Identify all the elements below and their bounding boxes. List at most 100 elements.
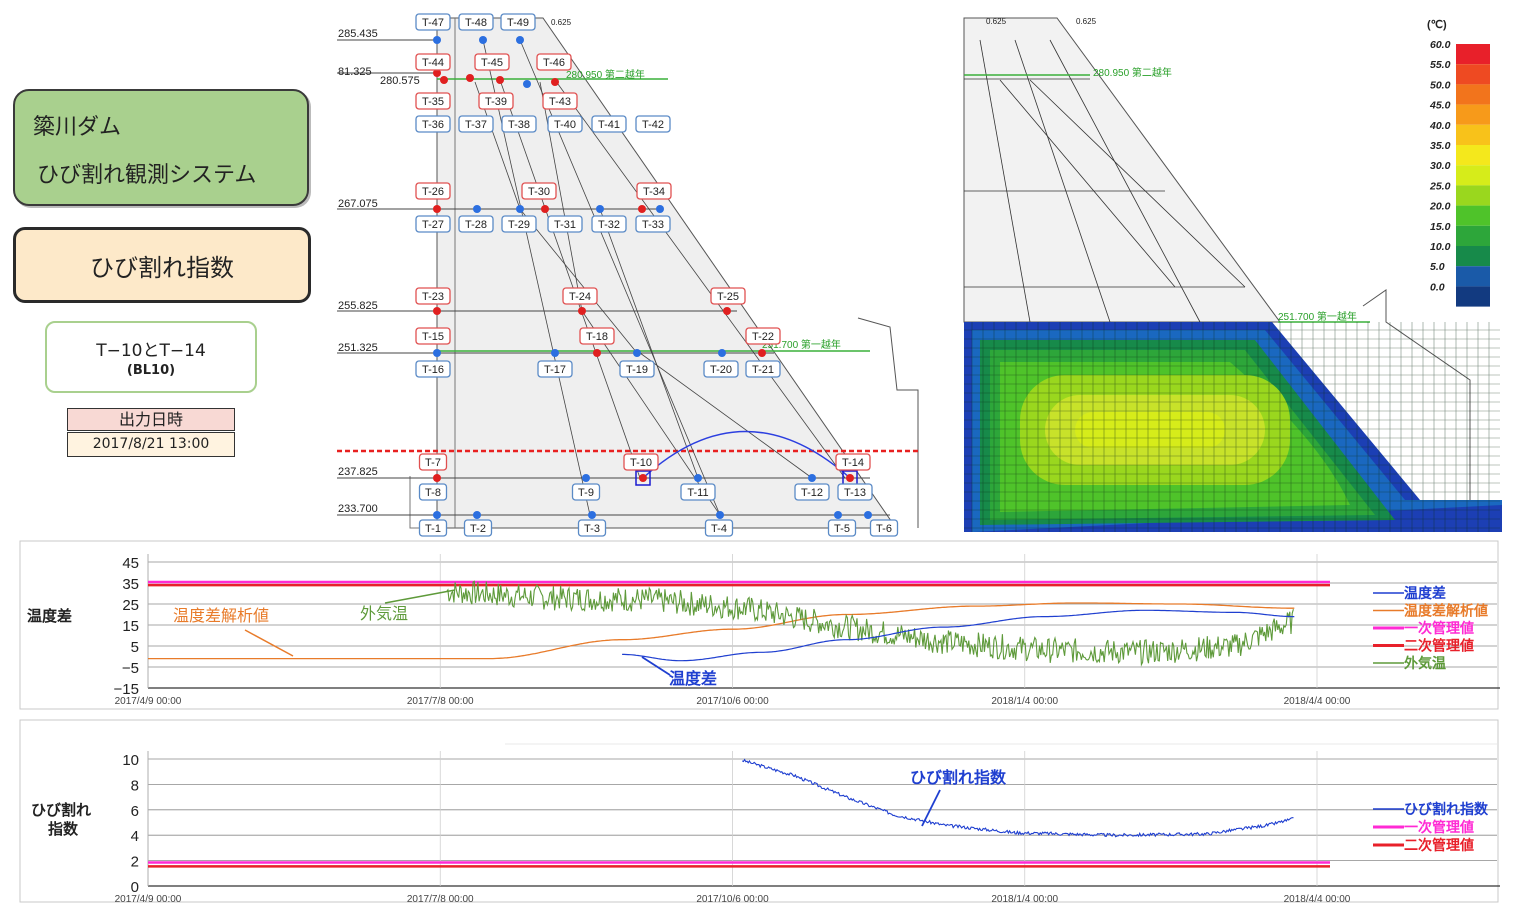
sensor-tag-t-16[interactable]: T-16 <box>415 360 451 378</box>
y-tick-label: −15 <box>114 681 139 698</box>
sensor-dot <box>433 474 441 482</box>
sensor-dot <box>723 307 731 315</box>
sensor-tag-t-1[interactable]: T-1 <box>418 519 448 537</box>
sensor-tag-t-40[interactable]: T-40 <box>547 115 583 133</box>
svg-text:T-44: T-44 <box>422 57 444 69</box>
sensor-tag-t-3[interactable]: T-3 <box>577 519 607 537</box>
sensor-tag-t-14[interactable]: T-14 <box>835 453 871 471</box>
sensor-tag-t-46[interactable]: T-46 <box>536 53 572 71</box>
sensor-tag-t-32[interactable]: T-32 <box>591 215 627 233</box>
sensor-tag-t-18[interactable]: T-18 <box>579 327 615 345</box>
sensor-dot <box>633 349 641 357</box>
sensor-tag-t-22[interactable]: T-22 <box>745 327 781 345</box>
svg-text:T-42: T-42 <box>642 119 664 131</box>
sensor-tag-t-48[interactable]: T-48 <box>458 13 494 31</box>
sensor-tag-t-43[interactable]: T-43 <box>542 92 578 110</box>
sensor-tag-t-42[interactable]: T-42 <box>635 115 671 133</box>
sensor-tag-t-33[interactable]: T-33 <box>635 215 671 233</box>
series-temp-difference <box>622 609 1295 662</box>
sensor-tag-t-6[interactable]: T-6 <box>869 519 899 537</box>
legend-swatch <box>1456 165 1490 186</box>
sensor-tag-t-5[interactable]: T-5 <box>827 519 857 537</box>
sensor-dot <box>588 511 596 519</box>
sensor-tag-t-27[interactable]: T-27 <box>415 215 451 233</box>
legend-tick: 55.0 <box>1430 59 1451 71</box>
dimension-label: 0.625 <box>1076 17 1097 26</box>
svg-text:T-5: T-5 <box>834 523 850 535</box>
mode-button[interactable]: ひび割れ指数 <box>13 227 311 303</box>
elevation-label: 255.825 <box>338 300 378 312</box>
sensor-tag-t-36[interactable]: T-36 <box>415 115 451 133</box>
sensor-tag-t-26[interactable]: T-26 <box>415 182 451 200</box>
annotation-outside-temp: 外気温 <box>360 605 408 623</box>
svg-text:T-24: T-24 <box>569 291 591 303</box>
sensor-tag-t-39[interactable]: T-39 <box>478 92 514 110</box>
legend-label: 一次管理値 <box>1404 819 1474 835</box>
sensor-pair-button[interactable]: T−10とT−14 (BL10) <box>45 321 257 393</box>
svg-text:T-22: T-22 <box>752 331 774 343</box>
sensor-dot <box>466 74 474 82</box>
sensor-tag-t-10[interactable]: T-10 <box>623 453 659 471</box>
sensor-tag-t-31[interactable]: T-31 <box>547 215 583 233</box>
svg-text:T-23: T-23 <box>422 291 444 303</box>
sensor-tag-t-41[interactable]: T-41 <box>591 115 627 133</box>
x-tick-label: 2017/7/8 00:00 <box>407 894 474 905</box>
sensor-tag-t-2[interactable]: T-2 <box>463 519 493 537</box>
legend-label: 外気温 <box>1404 655 1446 671</box>
sensor-tag-t-15[interactable]: T-15 <box>415 327 451 345</box>
legend-tick: 35.0 <box>1430 140 1451 152</box>
svg-text:T-31: T-31 <box>554 219 576 231</box>
sensor-tag-t-8[interactable]: T-8 <box>418 483 448 501</box>
sensor-tag-t-34[interactable]: T-34 <box>636 182 672 200</box>
sensor-tag-t-20[interactable]: T-20 <box>703 360 739 378</box>
legend-tick: 5.0 <box>1430 261 1445 273</box>
sensor-tag-t-19[interactable]: T-19 <box>619 360 655 378</box>
sensor-dot <box>718 349 726 357</box>
sensor-tag-t-7[interactable]: T-7 <box>418 453 448 471</box>
sensor-tag-t-35[interactable]: T-35 <box>415 92 451 110</box>
sensor-dot <box>578 307 586 315</box>
sensor-tag-t-37[interactable]: T-37 <box>458 115 494 133</box>
sensor-tag-t-44[interactable]: T-44 <box>415 53 451 71</box>
chart2-ylabel-line2: 指数 <box>48 820 79 838</box>
series-analysis-value <box>148 602 1295 660</box>
svg-text:T-13: T-13 <box>844 487 866 499</box>
svg-text:T-37: T-37 <box>465 119 487 131</box>
sensor-tag-t-28[interactable]: T-28 <box>458 215 494 233</box>
temperature-unit: (℃) <box>1427 19 1447 31</box>
sensor-tag-t-9[interactable]: T-9 <box>571 483 601 501</box>
sensor-tag-t-13[interactable]: T-13 <box>837 483 873 501</box>
sensor-tag-t-30[interactable]: T-30 <box>521 182 557 200</box>
sensor-tag-t-24[interactable]: T-24 <box>562 287 598 305</box>
sensor-tag-t-49[interactable]: T-49 <box>500 13 536 31</box>
svg-text:T-10: T-10 <box>630 457 652 469</box>
sensor-dot <box>473 205 481 213</box>
sensor-tag-t-11[interactable]: T-11 <box>680 483 716 501</box>
legend-label: 二次管理値 <box>1404 837 1474 853</box>
sensor-dot <box>473 511 481 519</box>
legend-tick: 10.0 <box>1430 241 1451 253</box>
sensor-tag-t-21[interactable]: T-21 <box>745 360 781 378</box>
sensor-tag-t-29[interactable]: T-29 <box>501 215 537 233</box>
svg-text:T-19: T-19 <box>626 364 648 376</box>
sensor-tag-t-45[interactable]: T-45 <box>474 53 510 71</box>
sensor-tag-t-17[interactable]: T-17 <box>537 360 573 378</box>
svg-text:T-33: T-33 <box>642 219 664 231</box>
sensor-tag-t-25[interactable]: T-25 <box>710 287 746 305</box>
elevation-label: 81.325 <box>338 66 372 78</box>
sensor-tag-t-47[interactable]: T-47 <box>415 13 451 31</box>
svg-text:T-8: T-8 <box>425 487 441 499</box>
sensor-tag-t-12[interactable]: T-12 <box>794 483 830 501</box>
svg-text:T-21: T-21 <box>752 364 774 376</box>
svg-text:T-32: T-32 <box>598 219 620 231</box>
annotation-crack-index: ひび割れ指数 <box>910 768 1007 787</box>
y-tick-label: 5 <box>131 639 139 656</box>
sensor-tag-t-23[interactable]: T-23 <box>415 287 451 305</box>
sensor-tag-t-4[interactable]: T-4 <box>704 519 734 537</box>
sensor-dot <box>479 36 487 44</box>
sensor-tag-t-38[interactable]: T-38 <box>501 115 537 133</box>
series-crack-index <box>741 758 1294 838</box>
x-tick-label: 2017/10/6 00:00 <box>696 696 769 707</box>
legend-swatch <box>1456 246 1490 267</box>
